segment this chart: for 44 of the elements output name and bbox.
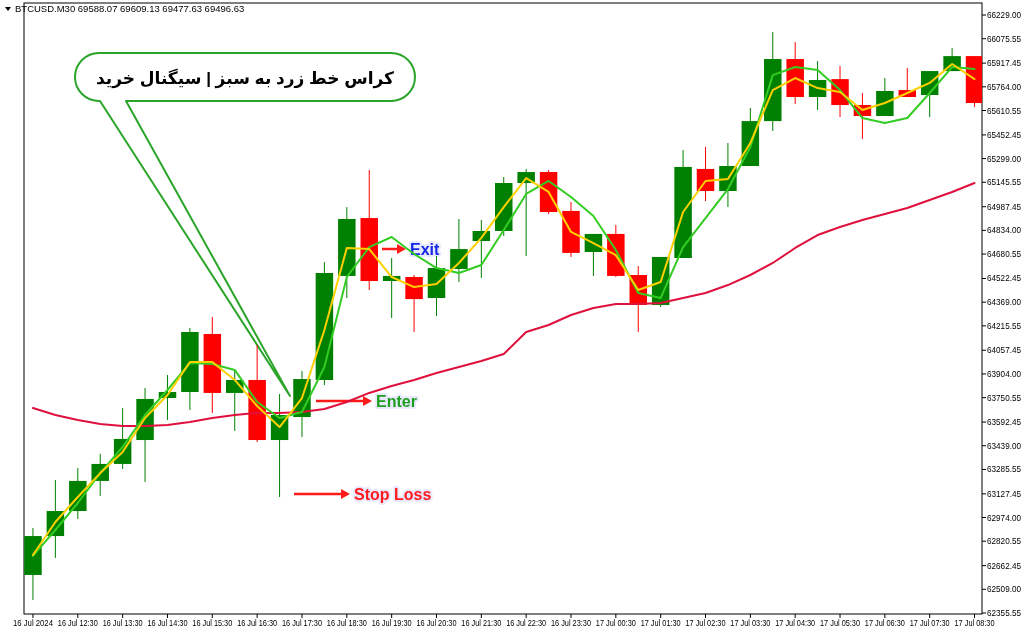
y-tick-label: 65145.55 (987, 177, 1023, 188)
y-tick-label: 62662.45 (987, 560, 1023, 571)
y-tick-label: 65299.00 (987, 153, 1023, 164)
y-tick-label: 62355.55 (987, 607, 1023, 618)
x-tick-label: 17 Jul 08:30 (954, 618, 1001, 628)
y-tick-label: 64680.55 (987, 249, 1023, 260)
annotation: Enter (376, 393, 417, 410)
y-tick-label: 64369.00 (987, 297, 1023, 308)
x-tick-label: 16 Jul 21:30 (461, 618, 508, 628)
y-tick-label: 63904.00 (987, 368, 1023, 379)
y-tick-label: 63750.55 (987, 392, 1023, 403)
x-tick-label: 16 Jul 19:30 (371, 618, 418, 628)
y-tick-label: 65610.55 (987, 105, 1023, 116)
y-tick-label: 64215.55 (987, 320, 1023, 331)
y-tick-label: 63592.45 (987, 417, 1023, 428)
y-tick-label: 65917.45 (987, 58, 1023, 69)
annotation: Exit (410, 241, 441, 258)
x-tick-label: 17 Jul 02:30 (685, 618, 732, 628)
y-tick-label: 66075.55 (987, 33, 1023, 44)
annotation: Stop Loss (354, 486, 432, 503)
candlestick (405, 274, 423, 333)
y-tick-label: 64834.00 (987, 225, 1023, 236)
y-tick-label: 63285.55 (987, 464, 1023, 475)
y-tick-label: 64057.45 (987, 345, 1023, 356)
y-tick-label: 65452.45 (987, 129, 1023, 140)
y-tick-label: 62509.00 (987, 584, 1023, 595)
annotation: کراس خط زرد به سبز | سیگنال خرید (96, 68, 395, 89)
x-tick-label: 16 Jul 13:30 (102, 618, 149, 628)
x-tick-label: 16 Jul 20:30 (416, 618, 463, 628)
y-tick-label: 65764.00 (987, 81, 1023, 92)
y-tick-label: 64522.45 (987, 273, 1023, 284)
title: BTCUSD.M30 69588.07 69609.13 69477.63 69496.63 (5, 3, 245, 14)
y-tick-label: 62820.55 (987, 536, 1023, 547)
x-tick-label: 16 Jul 14:30 (147, 618, 194, 628)
y-tick-label: 66229.00 (987, 10, 1023, 21)
line-series (31, 182, 976, 427)
x-tick-label: 17 Jul 01:30 (640, 618, 687, 628)
x-tick-label: 16 Jul 2024 (12, 618, 57, 628)
x-tick-label: 17 Jul 03:30 (730, 618, 777, 628)
y-tick-label: 62974.00 (987, 512, 1023, 523)
y-tick-label: 63127.45 (987, 488, 1023, 499)
x-tick-label: 16 Jul 15:30 (192, 618, 239, 628)
y-tick-label: 64987.45 (987, 201, 1023, 212)
y-tick-label: 63439.00 (987, 440, 1023, 451)
